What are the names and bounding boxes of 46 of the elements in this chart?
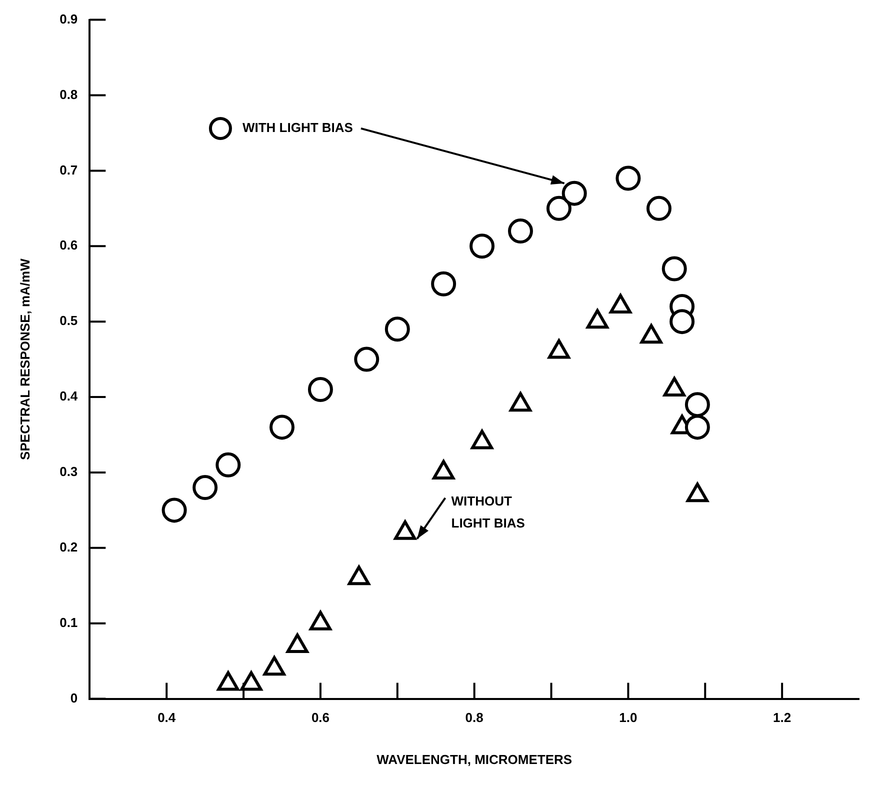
point (684, 392, 710, 418)
point (354, 346, 380, 372)
y-tick-label: 0.8 (60, 86, 78, 102)
y-tick-label: 0.6 (60, 238, 78, 253)
point (686, 482, 708, 502)
y-tick-label: 0 (70, 690, 78, 706)
x-tick-label: 0.6 (311, 710, 330, 726)
point (394, 520, 416, 540)
y-tick-label: 0.1 (60, 614, 78, 630)
text: 1.0 (619, 710, 638, 726)
y-axis-title: SPECTRAL RESPONSE, mA/mW (17, 258, 32, 460)
x-tick-label: 0.8 (465, 710, 484, 726)
point (286, 633, 308, 653)
point (432, 460, 455, 480)
point (684, 414, 710, 440)
point (216, 452, 241, 478)
point (508, 218, 533, 244)
point (348, 566, 370, 586)
point (308, 376, 333, 402)
point (509, 392, 532, 412)
y-tick-label: 0.2 (60, 539, 78, 554)
point (470, 234, 495, 259)
y-tick-label: 0.9 (60, 11, 78, 26)
legend-label: WITH LIGHT BIAS (242, 120, 354, 136)
x-tick-label: 1.2 (773, 710, 792, 726)
point (240, 671, 262, 691)
point (384, 316, 410, 342)
point (217, 671, 240, 691)
point (646, 196, 672, 221)
x-axis-title: WAVELENGTH, MICROMETERS (376, 752, 572, 767)
y-tick-label: 0.7 (60, 162, 78, 178)
y-tick-label: 0.4 (60, 388, 78, 404)
point (670, 309, 695, 334)
point (263, 656, 286, 676)
point (270, 414, 295, 440)
x-tick-label: 0.4 (158, 710, 176, 726)
point (431, 271, 456, 296)
point (546, 196, 572, 221)
y-tick-label: 0.5 (60, 313, 78, 328)
point (471, 430, 494, 450)
point (616, 166, 641, 191)
y-tick-label: 0.3 (60, 464, 78, 480)
series-label: WITHOUT LIGHT BIAS (451, 493, 526, 530)
point (309, 610, 332, 630)
point (662, 256, 687, 282)
point (562, 180, 587, 206)
